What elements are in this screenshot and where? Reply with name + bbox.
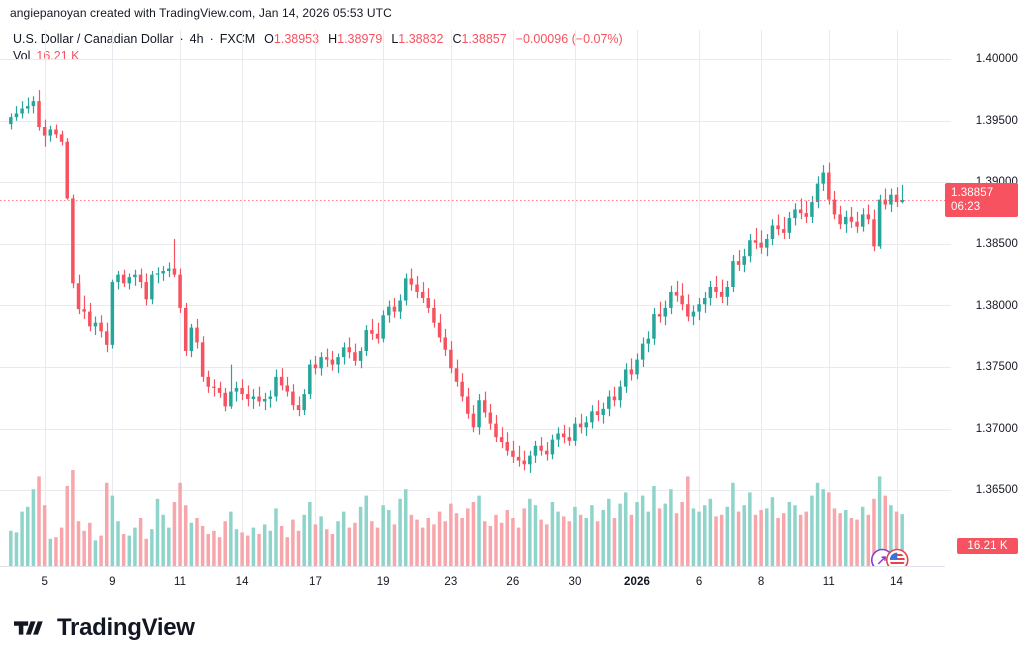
candlestick-series <box>0 90 945 566</box>
price-axis[interactable]: 1.400001.395001.390001.385001.380001.375… <box>945 30 1024 566</box>
tradingview-wordmark: TradingView <box>57 614 195 641</box>
time-axis-label: 14 <box>890 576 903 588</box>
time-axis-label: 2026 <box>624 576 650 588</box>
legend-symbol[interactable]: U.S. Dollar / Canadian Dollar <box>13 32 174 46</box>
price-axis-tick <box>945 121 951 122</box>
time-axis-label: 9 <box>109 576 116 588</box>
time-axis[interactable]: 5 9 11 14 17 19 23 26 30 2026 6 8 11 14 <box>0 566 945 601</box>
time-axis-label: 11 <box>822 576 835 588</box>
price-axis-label: 1.37000 <box>975 422 1018 435</box>
legend-close-label: C <box>452 32 462 46</box>
time-axis-label: 23 <box>444 576 458 588</box>
current-price-time: 06:23 <box>951 200 981 213</box>
price-axis-tick <box>945 429 951 430</box>
chart-legend: U.S. Dollar / Canadian Dollar · 4h · FXCM O1.… <box>13 31 623 65</box>
legend-separator: · <box>179 32 184 46</box>
legend-symbol-row: U.S. Dollar / Canadian Dollar · 4h · FXCM O1.… <box>13 31 623 48</box>
time-axis-label: 26 <box>506 576 520 588</box>
legend-low-value: 1.38832 <box>398 32 444 46</box>
legend-low-label: L <box>391 32 399 46</box>
price-axis-label: 1.36500 <box>975 484 1018 497</box>
time-axis-label: 17 <box>309 576 322 588</box>
price-axis-tick <box>945 244 951 245</box>
price-axis-label: 1.38500 <box>975 237 1018 250</box>
tradingview-logo: TradingView <box>14 616 195 640</box>
volume-badge[interactable]: 16.21 K <box>957 538 1018 554</box>
current-price-value: 1.38857 <box>951 186 994 199</box>
price-axis-tick <box>945 305 951 306</box>
attribution-text: angiepanoyan created with TradingView.co… <box>10 6 392 20</box>
time-axis-label: 11 <box>174 576 187 588</box>
time-axis-label: 30 <box>568 576 582 588</box>
price-axis-tick <box>945 367 951 368</box>
tradingview-logo-mark <box>14 621 43 635</box>
time-axis-label: 14 <box>235 576 249 588</box>
price-axis-label: 1.37500 <box>975 361 1018 373</box>
legend-close-value: 1.38857 <box>461 32 507 46</box>
chart-plot-area[interactable] <box>0 30 945 566</box>
current-price-badge[interactable]: 1.38857 06:23 <box>945 182 1018 217</box>
legend-change: −0.00096 (−0.07%) <box>515 32 623 46</box>
chart-gridlines <box>0 30 945 566</box>
legend-high-value: 1.38979 <box>337 32 383 46</box>
price-axis-tick <box>945 182 951 183</box>
time-axis-label: 8 <box>757 576 765 588</box>
price-axis-label: 1.40000 <box>975 53 1018 66</box>
time-axis-label: 6 <box>695 576 703 588</box>
legend-high-label: H <box>328 32 338 46</box>
legend-separator-2: · <box>209 32 214 46</box>
time-axis-label: 19 <box>376 576 390 588</box>
time-axis-label: 5 <box>41 576 48 588</box>
legend-open-label: O <box>264 32 274 46</box>
price-axis-label: 1.38000 <box>975 299 1018 312</box>
legend-exchange: FXCM <box>219 32 256 46</box>
price-axis-tick <box>945 490 951 491</box>
price-axis-tick <box>945 59 951 60</box>
price-axis-label: 1.39500 <box>975 114 1018 127</box>
legend-interval[interactable]: 4h <box>189 32 204 46</box>
legend-open-value: 1.38953 <box>273 32 320 46</box>
